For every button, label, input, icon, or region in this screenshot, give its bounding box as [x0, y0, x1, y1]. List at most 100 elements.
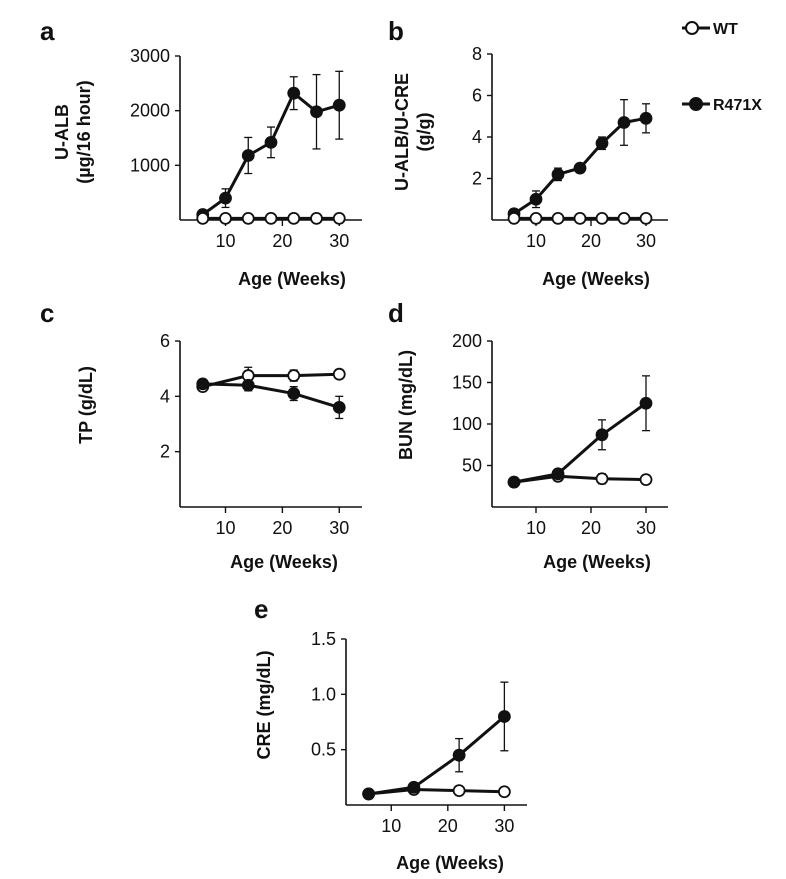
y-tick-label: 2000 — [130, 101, 170, 121]
legend-item-r471x: R471X — [682, 97, 762, 114]
panel-letter: d — [388, 298, 404, 328]
legend: WT R471X — [682, 21, 762, 114]
data-point-wt — [241, 211, 255, 225]
y-tick-label: 2 — [160, 442, 170, 462]
data-point-wt — [332, 367, 346, 381]
series-line-wt — [202, 372, 340, 389]
y-axis-title: U-ALB/U-CRE (g/g) — [392, 73, 434, 191]
data-point-r471x — [310, 105, 323, 119]
y-tick-label: 50 — [462, 456, 482, 476]
plot-area: 1000 2000 3000 10 20 30 — [130, 46, 362, 251]
y-tick-label: 1000 — [130, 155, 170, 175]
x-tick-label: 30 — [636, 231, 656, 251]
data-point-r471x — [507, 475, 521, 489]
data-point-wt — [196, 211, 210, 225]
x-tick-label: 30 — [329, 518, 349, 538]
y-axis-title: CRE (mg/dL) — [254, 651, 274, 760]
x-axis-label: Age (Weeks) — [230, 552, 338, 572]
data-point-r471x — [196, 377, 210, 391]
data-point-r471x — [617, 116, 631, 129]
data-point-r471x — [332, 400, 346, 414]
data-point-wt — [332, 211, 346, 225]
x-tick-label: 20 — [581, 231, 601, 251]
y-axis-label-line-1: U-ALB — [52, 104, 72, 160]
data-point-r471x — [362, 787, 376, 801]
y-axis-title: BUN (mg/dL) — [396, 350, 416, 460]
y-axis-label-line-2: (g/g) — [414, 113, 434, 152]
x-tick-label: 10 — [215, 231, 235, 251]
x-tick-label: 30 — [494, 816, 514, 836]
x-axis-label: Age (Weeks) — [238, 269, 346, 289]
data-point-wt — [497, 785, 511, 799]
data-point-wt — [639, 473, 653, 487]
data-point-r471x — [551, 167, 565, 181]
y-tick-label: 1.5 — [311, 629, 336, 649]
data-point-r471x — [573, 161, 587, 175]
y-axis-label-line-1: BUN (mg/dL) — [396, 350, 416, 460]
x-tick-label: 10 — [381, 816, 401, 836]
x-tick-label: 30 — [636, 518, 656, 538]
data-point-r471x — [241, 378, 255, 392]
series-line-r471x — [202, 382, 340, 409]
data-point-r471x — [241, 149, 255, 162]
panel-letter: a — [40, 16, 55, 46]
y-tick-label: 4 — [472, 127, 482, 147]
data-point-wt — [639, 211, 653, 225]
data-point-r471x — [595, 136, 609, 150]
x-tick-label: 20 — [272, 231, 292, 251]
x-tick-label: 20 — [272, 518, 292, 538]
legend-r471x-label: R471X — [713, 97, 762, 114]
x-axis-label: Age (Weeks) — [396, 853, 504, 873]
y-tick-label: 200 — [452, 331, 482, 351]
y-tick-label: 3000 — [130, 46, 170, 66]
chart-panel-e: e CRE (mg/dL) Age (Weeks) 0.5 1.0 1.5 10 20 3… — [254, 594, 527, 873]
data-point-r471x — [529, 192, 543, 206]
y-tick-label: 4 — [160, 386, 170, 406]
legend-wt-label: WT — [713, 21, 738, 38]
y-tick-label: 6 — [472, 86, 482, 106]
y-axis-title: U-ALB (µg/16 hour) — [52, 80, 94, 183]
data-point-r471x — [219, 191, 232, 205]
plot-area: 0.5 1.0 1.5 10 20 30 — [311, 629, 527, 836]
x-axis-label: Age (Weeks) — [543, 552, 651, 572]
y-tick-label: 8 — [472, 44, 482, 64]
data-point-r471x — [497, 710, 511, 723]
legend-wt-marker — [685, 21, 699, 35]
data-point-wt — [617, 211, 631, 225]
chart-panel-b: b U-ALB/U-CRE (g/g) Age (Weeks) 2 4 6 8 10 20… — [388, 16, 668, 289]
chart-panel-a: a U-ALB (µg/16 hour) Age (Weeks) 1000 200… — [40, 16, 362, 289]
y-tick-label: 0.5 — [311, 740, 336, 760]
data-point-wt — [595, 472, 609, 486]
data-point-wt — [595, 211, 609, 225]
data-point-r471x — [287, 387, 301, 400]
data-point-r471x — [595, 428, 609, 442]
data-point-r471x — [452, 748, 466, 762]
y-tick-label: 100 — [452, 414, 482, 434]
data-point-r471x — [332, 98, 346, 112]
data-point-wt — [551, 211, 565, 225]
y-axis-label-line-1: CRE (mg/dL) — [254, 651, 274, 760]
x-tick-label: 10 — [526, 518, 546, 538]
series-line-r471x — [368, 715, 506, 796]
plot-area: 50 100 150 200 10 20 30 — [452, 331, 668, 538]
y-axis-label-line-1: U-ALB/U-CRE — [392, 73, 412, 191]
y-tick-label: 6 — [160, 331, 170, 351]
x-tick-label: 20 — [438, 816, 458, 836]
data-point-wt — [452, 784, 466, 798]
chart-panel-c: c TP (g/dL) Age (Weeks) 2 4 6 10 20 30 — [40, 298, 362, 572]
chart-panel-d: d BUN (mg/dL) Age (Weeks) 50 100 150 200 10 2… — [388, 298, 668, 572]
y-axis-label-line-1: TP (g/dL) — [76, 366, 96, 444]
x-tick-label: 30 — [329, 231, 349, 251]
data-point-r471x — [639, 111, 653, 125]
legend-r471x-marker — [689, 97, 703, 111]
plot-area: 2 4 6 10 20 30 — [160, 331, 362, 538]
plot-area: 2 4 6 8 10 20 30 — [472, 44, 668, 251]
data-point-wt — [219, 211, 232, 225]
data-point-r471x — [264, 135, 278, 149]
data-point-wt — [287, 369, 301, 382]
y-tick-label: 2 — [472, 169, 482, 189]
legend-item-wt: WT — [682, 21, 738, 38]
series-line-r471x — [513, 402, 647, 484]
data-point-r471x — [639, 396, 653, 410]
